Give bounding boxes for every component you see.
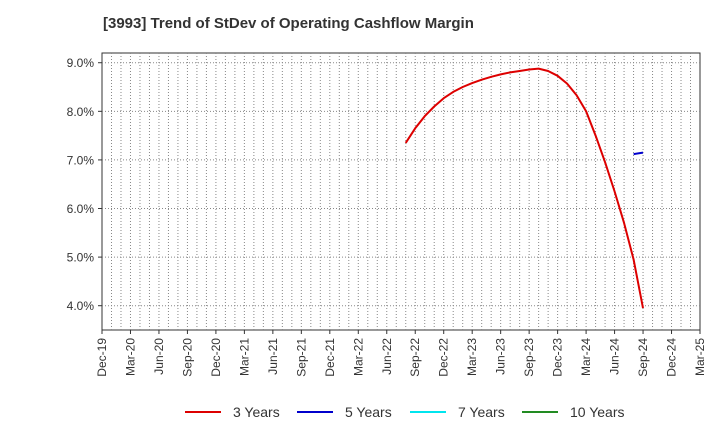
- x-tick-label: Mar-21: [237, 338, 251, 376]
- x-tick-label: Jun-20: [152, 338, 166, 375]
- x-tick-label: Dec-24: [665, 338, 679, 377]
- plot-area: [101, 52, 701, 331]
- legend-item: 10 Years: [522, 404, 625, 420]
- x-tick-label: Dec-19: [95, 338, 109, 377]
- legend-item: 3 Years: [185, 404, 280, 420]
- legend-item: 5 Years: [297, 404, 392, 420]
- x-tick-label: Mar-22: [351, 338, 365, 376]
- series-lines: [404, 67, 644, 309]
- x-tick-label: Dec-20: [209, 338, 223, 377]
- x-tick-label: Jun-21: [266, 338, 280, 375]
- legend-swatch: [410, 411, 446, 413]
- x-tick-label: Dec-21: [323, 338, 337, 377]
- x-tick-label: Mar-24: [579, 338, 593, 376]
- legend-label: 5 Years: [345, 404, 392, 420]
- x-tick-label: Jun-24: [608, 338, 622, 375]
- legend-item: 7 Years: [410, 404, 505, 420]
- series-line-5-years: [633, 151, 644, 156]
- x-tick-label: Sep-24: [636, 338, 650, 377]
- x-axis: Dec-19 Mar-20 Jun-20 Sep-20 Dec-20 Mar-21 Jun-…: [95, 330, 707, 377]
- legend-swatch: [522, 411, 558, 413]
- legend-label: 7 Years: [458, 404, 505, 420]
- x-tick-label: Mar-23: [465, 338, 479, 376]
- y-axis: 4.0% 5.0% 6.0% 7.0% 8.0% 9.0%: [67, 56, 102, 313]
- grid-lines: [102, 53, 700, 330]
- x-tick-label: Mar-20: [123, 338, 137, 376]
- x-tick-label: Jun-23: [494, 338, 508, 375]
- x-tick-label: Sep-22: [408, 338, 422, 377]
- x-tick-label: Sep-21: [294, 338, 308, 377]
- x-tick-label: Sep-23: [522, 338, 536, 377]
- y-tick-label: 5.0%: [67, 251, 95, 265]
- legend: 3 Years 5 Years 7 Years 10 Years: [0, 404, 720, 426]
- legend-swatch: [185, 411, 221, 413]
- chart-title: [3993] Trend of StDev of Operating Cashf…: [103, 15, 474, 32]
- legend-label: 10 Years: [570, 404, 625, 420]
- x-tick-label: Jun-22: [380, 338, 394, 375]
- y-tick-label: 7.0%: [67, 153, 95, 167]
- y-tick-label: 8.0%: [67, 105, 95, 119]
- y-tick-label: 6.0%: [67, 202, 95, 216]
- x-tick-label: Dec-22: [437, 338, 451, 377]
- series-line-3-years: [404, 67, 644, 309]
- x-tick-label: Mar-25: [693, 338, 707, 376]
- x-tick-label: Dec-23: [551, 338, 565, 377]
- legend-swatch: [297, 411, 333, 413]
- legend-label: 3 Years: [233, 404, 280, 420]
- x-tick-label: Sep-20: [180, 338, 194, 377]
- y-tick-label: 9.0%: [67, 56, 95, 70]
- y-tick-label: 4.0%: [67, 299, 95, 313]
